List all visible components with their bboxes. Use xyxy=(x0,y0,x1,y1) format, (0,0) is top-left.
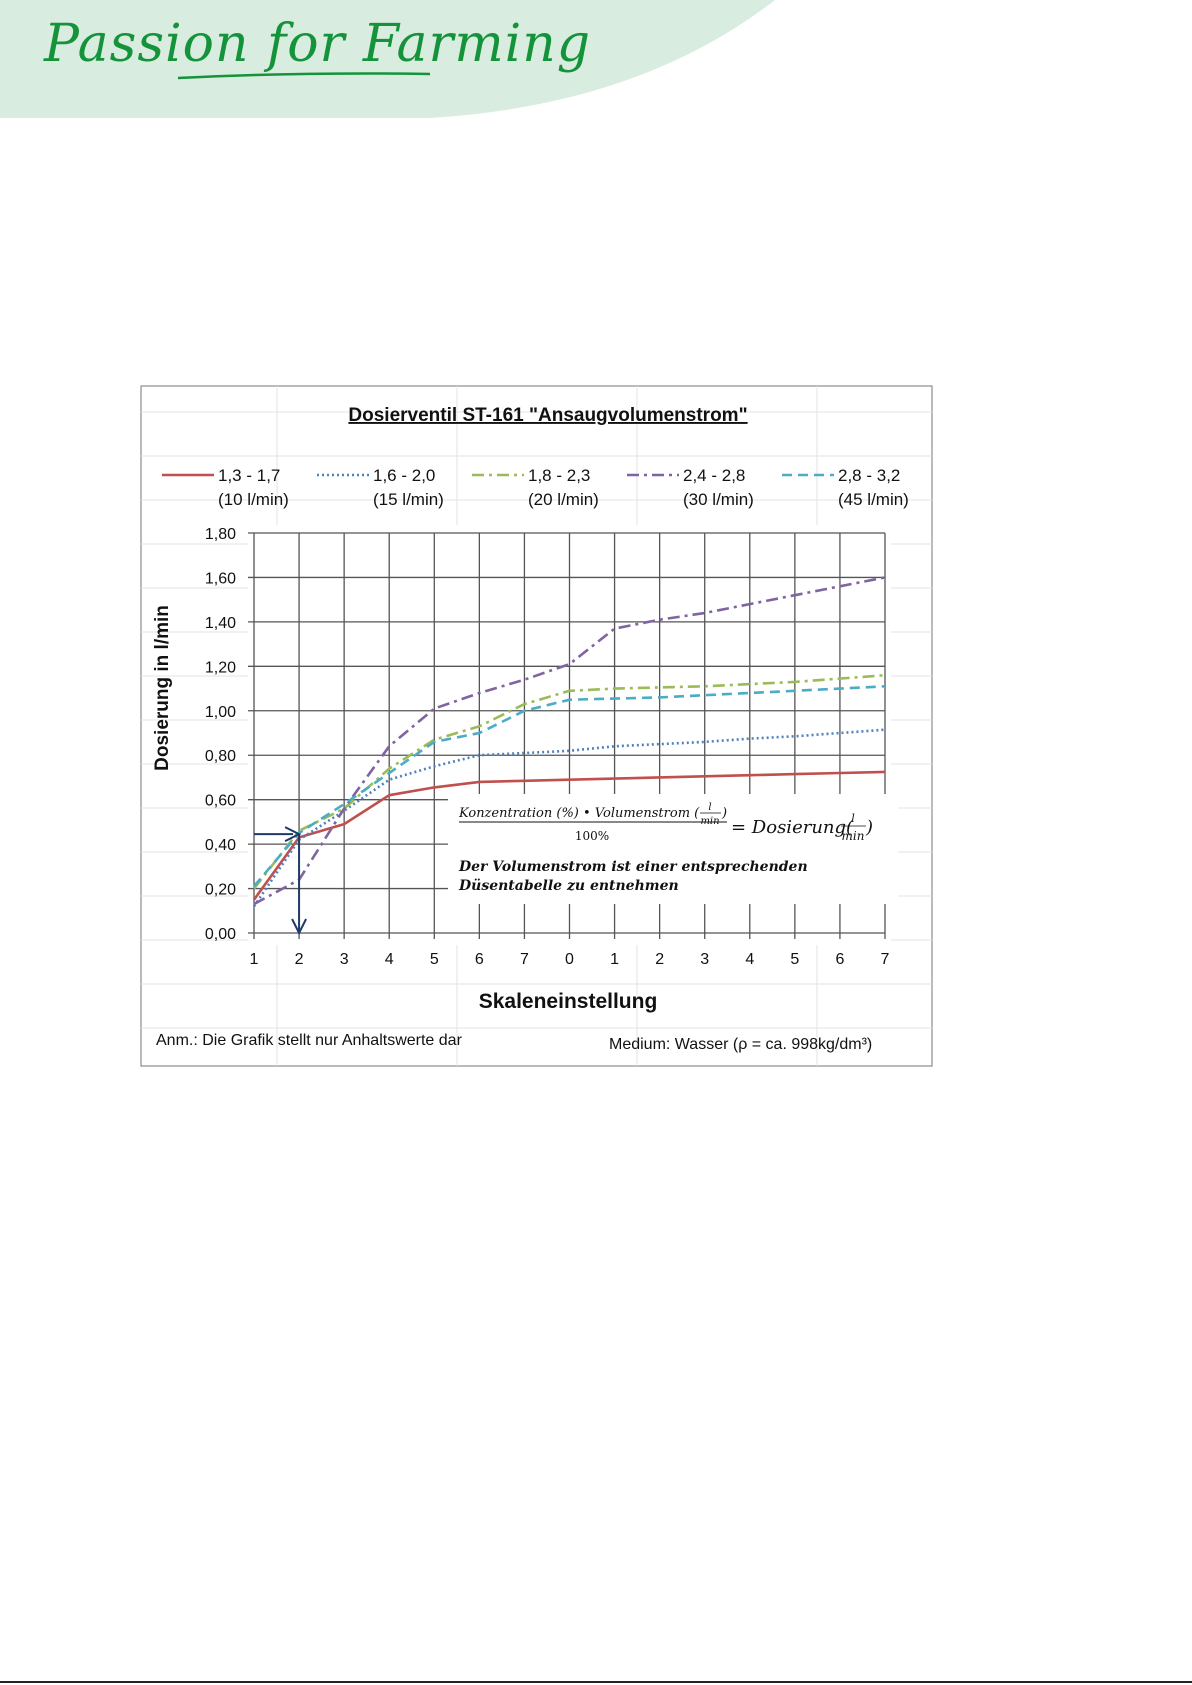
x-tick-label: 0 xyxy=(565,951,574,968)
y-tick-label: 1,60 xyxy=(205,570,236,587)
legend-sublabel: (30 l/min) xyxy=(683,490,754,509)
legend-label: 1,3 - 1,7 xyxy=(218,466,280,485)
reading-arrowhead-horizontal xyxy=(284,826,302,843)
reading-arrowhead-vertical xyxy=(291,918,307,936)
brand-logo: Passion for Farming xyxy=(44,14,592,74)
x-tick-label: 1 xyxy=(610,951,619,968)
legend: 1,3 - 1,7 (10 l/min) 1,6 - 2,0 (15 l/min) 1,… xyxy=(162,466,909,509)
legend-sublabel: (10 l/min) xyxy=(218,490,289,509)
logo-underline xyxy=(177,72,431,80)
legend-label: 1,6 - 2,0 xyxy=(373,466,435,485)
y-tick-label: 0,20 xyxy=(205,882,236,899)
y-tick-label: 0,60 xyxy=(205,793,236,810)
y-tick-label: 1,40 xyxy=(205,615,236,632)
y-axis-label: Dosierung in l/min xyxy=(152,605,173,771)
formula-unit-numerator: l xyxy=(708,802,711,813)
chart-title: Dosierventil ST-161 "Ansaugvolumenstrom" xyxy=(348,405,747,426)
y-tick-label: 1,20 xyxy=(205,659,236,676)
series-line xyxy=(252,673,886,890)
note-line-2: Düsentabelle zu entnehmen xyxy=(458,878,679,894)
x-tick-label: 5 xyxy=(790,951,799,968)
y-tick-label: 0,40 xyxy=(205,837,236,854)
note-line-1: Der Volumenstrom ist einer entsprechende… xyxy=(458,859,808,875)
x-tick-label: 7 xyxy=(881,951,890,968)
series-line xyxy=(253,685,886,888)
series-lines xyxy=(252,576,886,908)
y-tick-label: 1,00 xyxy=(205,704,236,721)
legend-label: 1,8 - 2,3 xyxy=(528,466,590,485)
header-band xyxy=(0,0,775,118)
formula-result-unit-denominator: min xyxy=(842,829,865,843)
x-tick-label: 3 xyxy=(700,951,709,968)
x-axis-label: Skaleneinstellung xyxy=(479,990,658,1013)
x-tick-label: 7 xyxy=(520,951,529,968)
x-tick-label: 5 xyxy=(430,951,439,968)
x-tick-label: 1 xyxy=(250,951,259,968)
formula-denominator: 100% xyxy=(575,829,609,843)
y-tick-label: 1,80 xyxy=(205,526,236,543)
x-tick-label: 4 xyxy=(385,951,394,968)
y-tick-label: 0,00 xyxy=(205,926,236,943)
formula-result-close: ) xyxy=(865,817,873,838)
x-tick-label: 2 xyxy=(655,951,664,968)
formula-numerator: Konzentration (%) • Volumenstrom ( xyxy=(458,806,700,821)
x-tick-label: 3 xyxy=(340,951,349,968)
formula-result-unit-numerator: l xyxy=(851,812,855,825)
series-line xyxy=(252,770,886,901)
formula-box: Konzentration (%) • Volumenstrom ( l min… xyxy=(448,794,898,904)
page-bottom-rule xyxy=(0,1681,1192,1683)
footnote-right: Medium: Wasser (ρ = ca. 998kg/dm³) xyxy=(609,1036,872,1053)
x-tick-label: 2 xyxy=(295,951,304,968)
legend-sublabel: (20 l/min) xyxy=(528,490,599,509)
legend-sublabel: (15 l/min) xyxy=(373,490,444,509)
x-axis-ticks: 1 2 3 4 5 6 7 0 1 2 3 4 5 6 7 xyxy=(250,951,890,968)
reading-arrows xyxy=(254,826,307,936)
legend-label: 2,8 - 3,2 xyxy=(838,466,900,485)
y-tick-label: 0,80 xyxy=(205,748,236,765)
legend-sublabel: (45 l/min) xyxy=(838,490,909,509)
x-tick-label: 6 xyxy=(835,951,844,968)
series-line xyxy=(253,576,886,906)
x-tick-label: 4 xyxy=(745,951,754,968)
formula-result: = Dosierung( xyxy=(731,817,854,838)
formula-close-paren: ) xyxy=(721,806,727,821)
footnote-left: Anm.: Die Grafik stellt nur Anhaltswerte… xyxy=(156,1032,463,1049)
legend-label: 2,4 - 2,8 xyxy=(683,466,745,485)
x-tick-label: 6 xyxy=(475,951,484,968)
y-axis-ticks: 1,80 1,60 1,40 1,20 1,00 0,80 0,60 0,40 0,20 0,00 xyxy=(205,526,236,943)
